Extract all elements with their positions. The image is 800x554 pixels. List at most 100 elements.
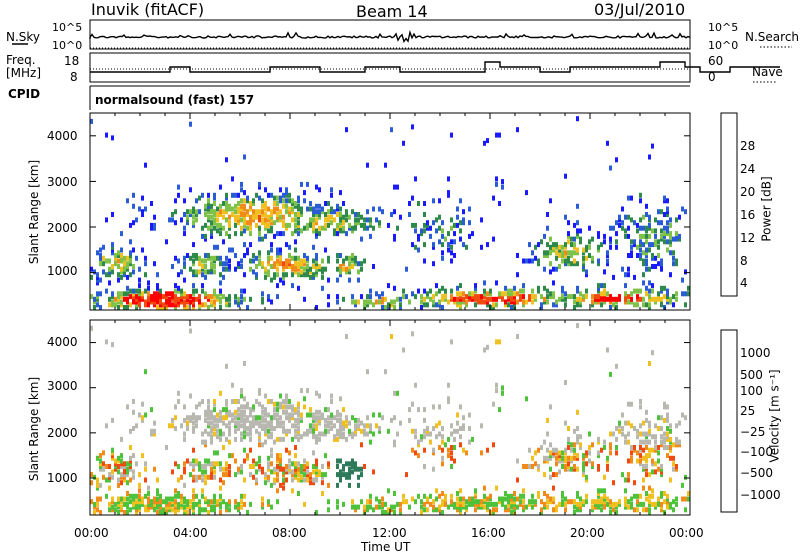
velocity-heatmap-cell: [228, 501, 231, 507]
velocity-heatmap-cell: [663, 499, 666, 505]
velocity-heatmap-cell: [561, 499, 564, 505]
power-heatmap-cell: [639, 296, 642, 302]
power-heatmap-cell: [294, 266, 297, 272]
power-heatmap-cell: [393, 305, 396, 310]
power-heatmap-cell: [381, 209, 384, 215]
velocity-heatmap-cell: [324, 431, 327, 437]
power-heatmap-cell: [192, 261, 195, 267]
power-heatmap-cell: [126, 305, 129, 310]
power-heatmap-cell: [645, 203, 648, 209]
velocity-heatmap-cell: [114, 458, 117, 464]
power-heatmap-cell: [417, 288, 420, 294]
power-heatmap-cell: [117, 272, 120, 278]
velocity-heatmap-cell: [267, 501, 270, 507]
velocity-heatmap-cell: [342, 466, 345, 472]
power-heatmap-cell: [102, 261, 105, 267]
velocity-heatmap-cell: [141, 401, 144, 407]
velocity-heatmap-cell: [99, 466, 102, 472]
velocity-heatmap-cell: [669, 428, 672, 434]
power-heatmap-cell: [219, 203, 222, 209]
velocity-heatmap-cell: [207, 431, 210, 437]
velocity-heatmap-cell: [345, 415, 348, 421]
velocity-heatmap-cell: [207, 458, 210, 464]
power-heatmap-cell: [567, 239, 570, 245]
velocity-heatmap-cell: [246, 404, 249, 410]
power-heatmap-cell: [129, 288, 132, 294]
power-heatmap-cell: [198, 209, 201, 215]
power-heatmap-cell: [612, 274, 615, 280]
power-heatmap-cell: [120, 269, 123, 275]
power-heatmap-cell: [120, 255, 123, 261]
power-heatmap-cell: [366, 294, 369, 300]
power-heatmap-cell: [282, 220, 285, 226]
velocity-heatmap-cell: [624, 439, 627, 445]
velocity-heatmap-cell: [318, 436, 321, 442]
velocity-heatmap-cell: [447, 399, 450, 404]
power-heatmap-cell: [531, 258, 534, 264]
velocity-heatmap-cell: [312, 431, 315, 437]
power-heatmap-cell: [636, 302, 639, 308]
velocity-heatmap-cell: [645, 431, 648, 437]
power-heatmap-cell: [282, 280, 285, 286]
power-heatmap-cell: [597, 283, 600, 289]
velocity-heatmap-cell: [276, 472, 279, 478]
power-heatmap-cell: [294, 212, 297, 217]
power-heatmap-cell: [657, 291, 660, 297]
power-heatmap-cell: [258, 214, 261, 220]
velocity-heatmap-cell: [615, 501, 618, 507]
power-heatmap-cell: [282, 198, 285, 204]
velocity-heatmap-cell: [459, 510, 462, 515]
velocity-heatmap-cell: [219, 510, 222, 515]
velocity-heatmap-cell: [654, 501, 657, 507]
power-heatmap-cell: [573, 261, 576, 267]
velocity-heatmap-cell: [186, 499, 189, 505]
velocity-heatmap-cell: [459, 504, 462, 510]
velocity-heatmap-cell: [117, 477, 120, 483]
power-heatmap-cell: [576, 296, 579, 302]
velocity-heatmap-cell: [576, 493, 579, 499]
power-heatmap-cell: [357, 277, 360, 283]
velocity-heatmap-cell: [618, 501, 621, 507]
power-heatmap-cell: [363, 302, 366, 308]
velocity-heatmap-cell: [291, 461, 294, 467]
power-heatmap-cell: [102, 244, 105, 250]
power-heatmap-cell: [669, 233, 672, 239]
velocity-heatmap-cell: [681, 482, 684, 488]
power-heatmap-cell: [279, 253, 282, 258]
velocity-heatmap-cell: [462, 415, 465, 421]
power-heatmap-cell: [216, 206, 219, 212]
velocity-heatmap-cell: [210, 504, 213, 510]
velocity-heatmap-cell: [270, 504, 273, 510]
velocity-heatmap-cell: [582, 499, 585, 505]
velocity-heatmap-cell: [660, 426, 663, 431]
velocity-heatmap-cell: [258, 436, 261, 442]
power-heatmap-cell: [654, 233, 657, 239]
velocity-heatmap-cell: [228, 464, 231, 469]
power-heatmap-cell: [96, 291, 99, 297]
velocity-heatmap-cell: [477, 504, 480, 510]
power-heatmap-cell: [450, 294, 453, 300]
power-heatmap-cell: [249, 217, 252, 223]
velocity-heatmap-cell: [441, 461, 444, 467]
velocity-heatmap-cell: [591, 464, 594, 469]
velocity-heatmap-cell: [357, 504, 360, 510]
velocity-heatmap-cell: [495, 507, 498, 513]
power-heatmap-cell: [393, 209, 396, 215]
velocity-heatmap-cell: [639, 399, 642, 404]
velocity-heatmap-cell: [255, 428, 258, 434]
velocity-heatmap-cell: [225, 401, 228, 407]
power-heatmap-cell: [654, 217, 657, 223]
power-heatmap-cell: [639, 255, 642, 261]
power-heatmap-cell: [372, 264, 375, 269]
power-heatmap-cell: [468, 220, 471, 226]
power-heatmap-cell: [597, 288, 600, 294]
power-heatmap-cell: [138, 296, 141, 302]
freq-label-line2: [MHz]: [6, 66, 42, 80]
power-heatmap-cell: [366, 209, 369, 215]
power-heatmap-cell: [429, 296, 432, 302]
velocity-heatmap-cell: [270, 415, 273, 421]
power-heatmap-cell: [513, 299, 516, 305]
velocity-heatmap-cell: [624, 434, 627, 440]
power-heatmap-cell: [342, 261, 345, 267]
power-heatmap-cell: [246, 247, 249, 253]
